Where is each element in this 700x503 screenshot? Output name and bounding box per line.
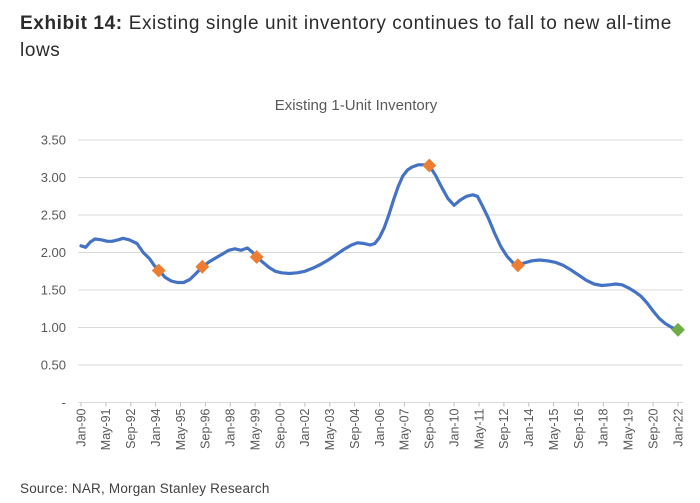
highlight-marker-diamond: [151, 263, 166, 278]
x-axis-label: May-15: [547, 408, 561, 450]
x-axis-label: Sep-16: [572, 408, 586, 448]
y-axis-label: 0.50: [41, 358, 66, 373]
y-axis-label: 3.00: [41, 170, 66, 185]
chart-title: Existing 1-Unit Inventory: [275, 97, 438, 114]
x-axis-label: Sep-08: [423, 408, 437, 448]
chart-svg: 3.50 3.00 2.50 2.00 1.50 1.00 0.50 -Jan-90 May-9…: [41, 97, 686, 450]
x-axis-label: Sep-92: [124, 408, 138, 448]
latest-marker-diamond: [671, 322, 685, 337]
highlight-marker-diamond: [422, 158, 437, 173]
y-axis-label: -: [62, 395, 66, 410]
highlight-marker-diamond: [510, 258, 525, 273]
x-axis-label: Jan-90: [74, 408, 88, 446]
y-axis-label: 1.00: [41, 320, 66, 335]
y-axis-label: 3.50: [41, 133, 66, 148]
y-axis-label: 2.50: [41, 208, 66, 223]
x-axis-label: May-99: [248, 408, 262, 450]
x-axis-label: Jan-22: [671, 408, 685, 446]
x-axis-label: Sep-96: [199, 408, 213, 448]
x-axis-label: May-91: [99, 408, 113, 450]
inventory-line: [79, 163, 680, 332]
x-axis-label: Jan-98: [224, 408, 238, 446]
x-axis-label: Sep-20: [646, 408, 660, 448]
exhibit-title: Exhibit 14: Existing single unit inventor…: [20, 10, 678, 64]
x-axis-label: May-11: [472, 408, 486, 449]
y-axis-label: 2.00: [41, 245, 66, 260]
x-axis-label: Jan-14: [522, 408, 536, 446]
y-axis-label: 1.50: [41, 283, 66, 298]
x-axis-label: Sep-00: [273, 408, 287, 448]
x-axis-label: Sep-04: [348, 408, 362, 448]
x-axis-label: Jan-18: [597, 408, 611, 446]
exhibit-label: Exhibit 14:: [20, 13, 123, 34]
exhibit-title-text: Existing single unit inventory continues…: [20, 13, 672, 61]
x-axis-label: May-03: [323, 408, 337, 450]
x-axis-label: Jan-06: [373, 408, 387, 446]
x-axis-label: Jan-10: [447, 408, 461, 446]
x-axis-label: May-07: [398, 408, 412, 450]
x-axis-label: Jan-02: [298, 408, 312, 446]
source-note: Source: NAR, Morgan Stanley Research: [20, 481, 270, 496]
x-axis-label: May-95: [174, 408, 188, 450]
x-axis-label: May-19: [622, 408, 636, 450]
x-axis-label: Jan-94: [149, 408, 163, 446]
x-axis-label: Sep-12: [497, 408, 511, 448]
